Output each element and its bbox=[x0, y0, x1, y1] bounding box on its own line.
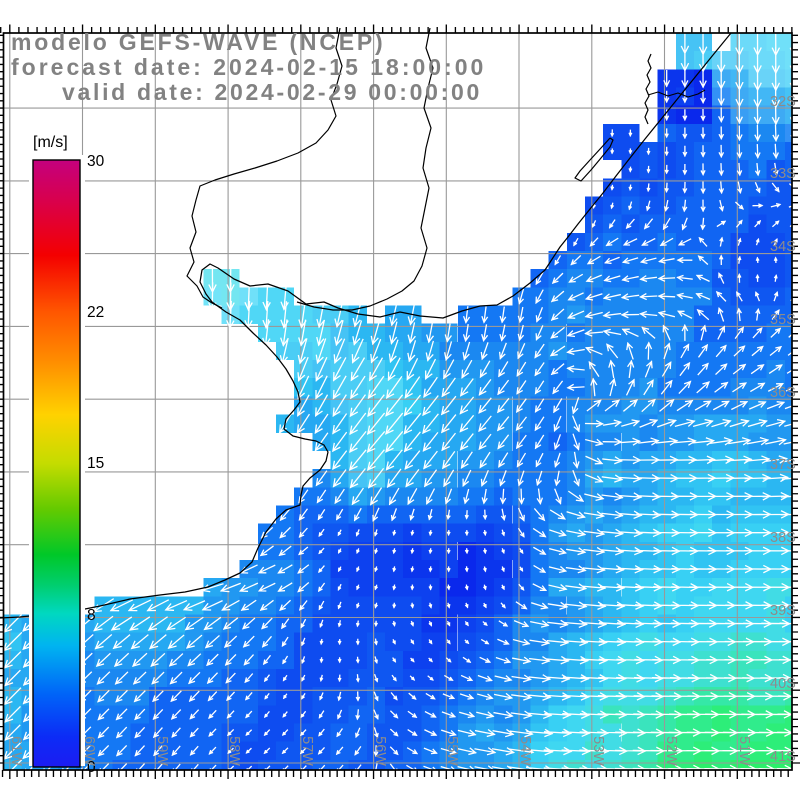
svg-text:55W: 55W bbox=[444, 736, 460, 766]
svg-text:forecast date: 2024-02-15 18:0: forecast date: 2024-02-15 18:00:00 bbox=[11, 54, 486, 80]
svg-text:32S: 32S bbox=[770, 94, 796, 110]
svg-text:56W: 56W bbox=[372, 736, 388, 766]
svg-text:58W: 58W bbox=[226, 736, 242, 766]
svg-text:38S: 38S bbox=[770, 530, 796, 546]
svg-text:30: 30 bbox=[87, 153, 105, 170]
svg-text:60W: 60W bbox=[81, 736, 97, 766]
svg-text:[m/s]: [m/s] bbox=[33, 134, 68, 151]
svg-text:39S: 39S bbox=[770, 603, 796, 619]
svg-text:0: 0 bbox=[87, 759, 96, 776]
svg-text:59W: 59W bbox=[154, 736, 170, 766]
svg-text:valid date: 2024-02-29 00:00:0: valid date: 2024-02-29 00:00:00 bbox=[62, 79, 482, 105]
svg-text:54W: 54W bbox=[517, 736, 533, 766]
svg-text:34S: 34S bbox=[770, 239, 796, 255]
svg-text:37S: 37S bbox=[770, 457, 796, 473]
svg-text:61W: 61W bbox=[8, 736, 24, 766]
svg-text:33S: 33S bbox=[770, 166, 796, 182]
svg-text:57W: 57W bbox=[299, 736, 315, 766]
svg-text:51W: 51W bbox=[736, 736, 752, 766]
svg-text:40S: 40S bbox=[770, 676, 796, 692]
svg-text:36S: 36S bbox=[770, 385, 796, 401]
svg-text:52W: 52W bbox=[663, 736, 679, 766]
svg-text:41S: 41S bbox=[770, 749, 796, 765]
svg-text:8: 8 bbox=[87, 607, 96, 624]
svg-text:15: 15 bbox=[87, 455, 104, 472]
svg-text:22: 22 bbox=[87, 304, 104, 321]
svg-text:modelo GEFS-WAVE (NCEP): modelo GEFS-WAVE (NCEP) bbox=[11, 29, 385, 55]
svg-text:35S: 35S bbox=[770, 312, 796, 328]
svg-text:53W: 53W bbox=[590, 736, 606, 766]
